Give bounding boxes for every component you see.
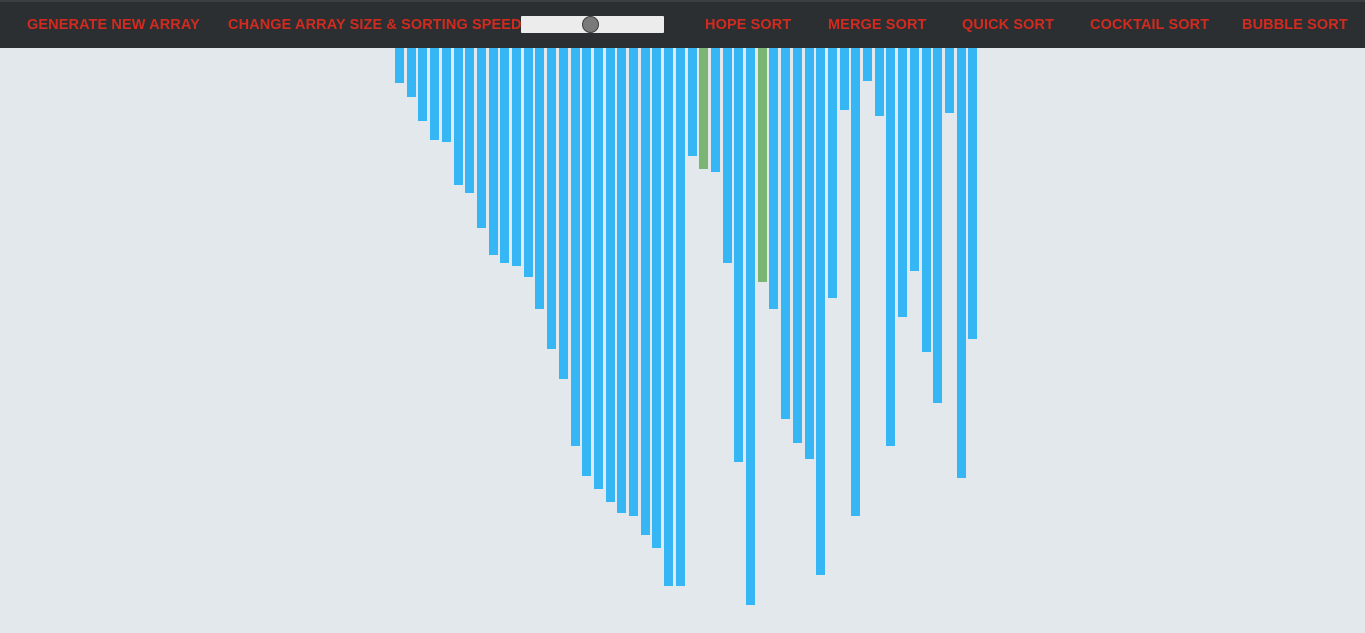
array-bar <box>418 48 428 121</box>
array-bar <box>851 48 861 516</box>
array-bar <box>722 48 732 263</box>
array-bar <box>593 48 603 489</box>
array-bar <box>746 48 755 605</box>
array-bar <box>827 48 837 298</box>
top-navbar: GENERATE NEW ARRAY CHANGE ARRAY SIZE & S… <box>0 0 1365 48</box>
array-bar <box>558 48 568 379</box>
array-bar <box>453 48 463 185</box>
array-bar <box>664 48 674 586</box>
array-bar <box>839 48 849 110</box>
array-bar <box>792 48 802 443</box>
array-size-speed-slider[interactable] <box>521 16 664 33</box>
quick-sort-button[interactable]: QUICK SORT <box>962 17 1055 33</box>
array-bar <box>547 48 557 349</box>
array-bar <box>512 48 521 266</box>
array-bar <box>687 48 697 156</box>
array-bar <box>933 48 943 403</box>
array-bar <box>699 48 709 169</box>
change-array-size-speed-label: CHANGE ARRAY SIZE & SORTING SPEED <box>228 17 522 33</box>
array-bar <box>757 48 767 282</box>
array-bar <box>582 48 592 476</box>
array-bar <box>781 48 791 419</box>
array-bars-container <box>0 48 1365 633</box>
array-bar <box>406 48 416 97</box>
cocktail-sort-button[interactable]: COCKTAIL SORT <box>1090 17 1210 33</box>
array-bar <box>629 48 638 516</box>
generate-new-array-button[interactable]: GENERATE NEW ARRAY <box>27 17 200 33</box>
array-bar <box>570 48 580 446</box>
array-bar <box>441 48 451 142</box>
array-bar <box>476 48 486 228</box>
array-bar <box>769 48 779 309</box>
array-bar <box>956 48 966 478</box>
array-bar <box>863 48 872 81</box>
bubble-sort-button[interactable]: BUBBLE SORT <box>1242 17 1348 33</box>
array-bar <box>710 48 720 172</box>
array-bar <box>488 48 498 255</box>
array-bar <box>617 48 627 513</box>
array-bar <box>675 48 685 586</box>
array-bar <box>804 48 814 459</box>
array-bar <box>909 48 919 271</box>
hope-sort-button[interactable]: HOPE SORT <box>705 17 792 33</box>
array-bar <box>968 48 978 339</box>
array-bar <box>640 48 650 535</box>
array-bar <box>395 48 404 83</box>
array-bar <box>898 48 908 317</box>
array-bar <box>430 48 440 140</box>
array-bar <box>535 48 545 309</box>
array-bar <box>874 48 884 116</box>
array-bar <box>605 48 615 502</box>
array-bar <box>652 48 662 548</box>
slider-thumb[interactable] <box>581 16 599 33</box>
array-bar <box>921 48 931 352</box>
array-bar <box>886 48 896 446</box>
merge-sort-button[interactable]: MERGE SORT <box>828 17 927 33</box>
array-bar <box>944 48 954 113</box>
array-bar <box>465 48 475 193</box>
array-bar <box>734 48 744 462</box>
array-bar <box>816 48 826 575</box>
array-bar <box>523 48 533 277</box>
array-bar <box>500 48 510 263</box>
